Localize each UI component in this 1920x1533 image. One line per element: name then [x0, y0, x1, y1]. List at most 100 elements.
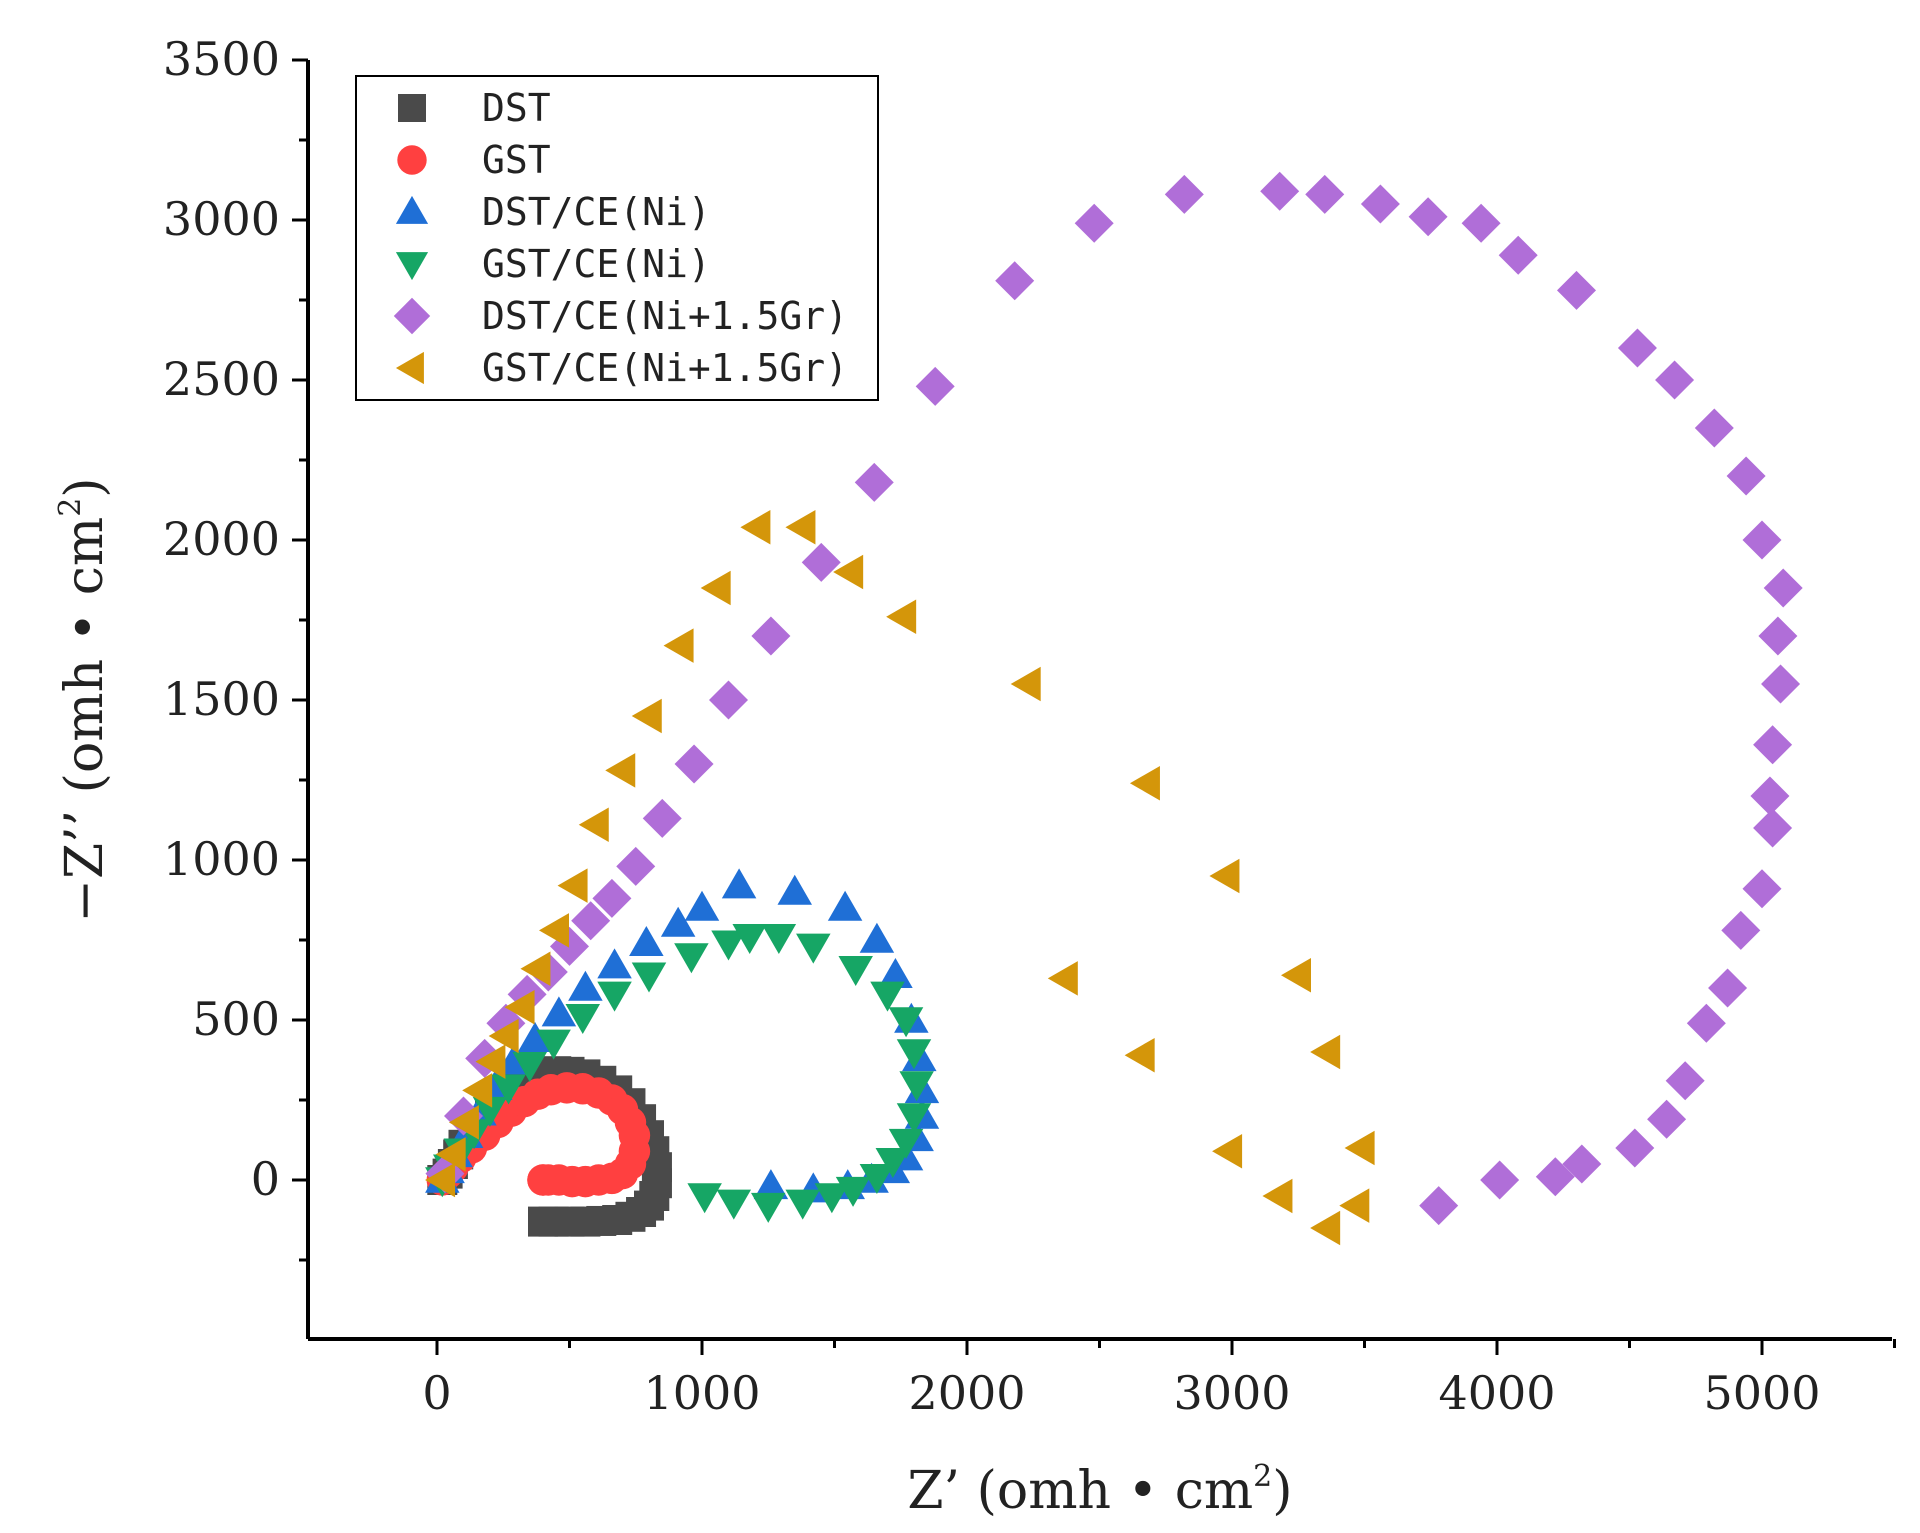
data-point	[751, 1192, 786, 1223]
data-point	[859, 922, 895, 953]
data-point	[1758, 616, 1798, 656]
y-tick-label: 2000	[163, 512, 280, 566]
y-tick-label: 2500	[163, 352, 280, 406]
data-point	[709, 680, 748, 720]
data-point	[888, 1128, 924, 1159]
x-tick-label: 2000	[908, 1366, 1025, 1420]
legend-box	[355, 75, 879, 401]
data-point	[896, 1039, 932, 1070]
data-point	[1615, 1128, 1655, 1168]
data-point	[597, 948, 632, 979]
x-tick-label: 3000	[1173, 1366, 1290, 1420]
data-point	[1617, 328, 1657, 368]
data-point	[684, 890, 720, 921]
data-point	[716, 1189, 752, 1220]
series-gst-ce-ni-1-5gr	[425, 509, 1375, 1246]
data-point	[1260, 171, 1300, 211]
data-points	[425, 171, 1803, 1246]
data-point	[1665, 1061, 1705, 1101]
data-point	[520, 951, 551, 987]
data-point	[578, 807, 609, 843]
data-point	[995, 261, 1035, 301]
data-point	[1742, 869, 1782, 909]
y-tick-label: 0	[251, 1152, 280, 1206]
data-point	[1419, 1186, 1459, 1226]
data-point	[631, 698, 662, 734]
data-point	[801, 542, 841, 582]
data-point	[896, 1103, 932, 1134]
data-point	[568, 970, 603, 1001]
legend-marker	[395, 252, 429, 281]
data-point	[838, 956, 873, 987]
data-point	[1535, 1157, 1575, 1197]
data-point	[674, 744, 714, 784]
data-point	[1694, 408, 1734, 448]
legend: DST GST DST/CE(Ni) GST/CE(Ni) DST/CE(Ni+1.5G…	[355, 75, 879, 401]
data-point	[1344, 1130, 1375, 1166]
y-tick-label: 1500	[163, 672, 280, 726]
data-point	[1408, 197, 1448, 237]
legend-marker	[395, 351, 424, 385]
data-point	[753, 1169, 789, 1200]
data-point	[751, 616, 791, 656]
data-point	[1742, 520, 1782, 560]
data-point	[1708, 968, 1748, 1008]
data-point	[616, 846, 656, 886]
data-point	[1655, 360, 1695, 400]
data-point	[1310, 1034, 1341, 1070]
data-point	[629, 925, 664, 956]
y-axis-title: −Z’’ (omh • cm2)	[53, 477, 115, 922]
legend-label: GST	[482, 138, 551, 182]
data-point	[1129, 765, 1160, 801]
data-point	[875, 1148, 911, 1179]
data-point	[435, 1137, 466, 1172]
legend-entry: DST/CE(Ni)	[395, 190, 711, 234]
data-point	[1761, 664, 1801, 704]
data-point	[536, 1029, 571, 1060]
data-point	[674, 943, 709, 974]
data-point	[1047, 961, 1078, 996]
data-point	[785, 1189, 820, 1220]
data-point	[859, 1164, 895, 1195]
data-point	[1209, 858, 1240, 894]
legend-marker	[398, 94, 426, 122]
x-axis-title-main: Z’ (omh • cm	[907, 1461, 1253, 1521]
data-point	[1480, 1160, 1520, 1200]
data-point	[597, 981, 632, 1012]
data-point	[539, 913, 569, 948]
data-point	[1753, 725, 1793, 765]
data-point	[504, 989, 535, 1025]
data-point	[1557, 270, 1596, 310]
tick-labels: 0 1000 2000 3000 4000 5000 0 500 1000 1500 2000 250…	[163, 32, 1821, 1420]
data-point	[1262, 1178, 1293, 1214]
x-axis-title-end: )	[1272, 1461, 1292, 1521]
data-point	[721, 868, 757, 899]
data-point	[557, 868, 588, 903]
data-point	[472, 1096, 508, 1127]
legend-label: GST/CE(Ni)	[482, 242, 711, 286]
data-point	[915, 366, 955, 406]
data-point	[660, 906, 696, 937]
data-point	[740, 509, 771, 545]
data-point	[1562, 1144, 1602, 1184]
legend-label: GST/CE(Ni+1.5Gr)	[482, 346, 848, 390]
data-point	[711, 930, 746, 961]
x-tick-label: 5000	[1703, 1366, 1820, 1420]
data-point	[1310, 1210, 1341, 1246]
data-point	[1647, 1099, 1687, 1139]
data-point	[1686, 1003, 1726, 1043]
legend-label: DST/CE(Ni)	[482, 190, 711, 234]
data-point	[491, 1074, 526, 1105]
data-point	[1281, 957, 1311, 993]
data-point	[1212, 1133, 1243, 1169]
data-point	[1124, 1037, 1155, 1073]
data-point	[899, 1071, 934, 1102]
y-tick-label: 500	[192, 992, 280, 1046]
legend-label: DST	[482, 86, 551, 130]
legend-entry: DST/CE(Ni+1.5Gr)	[393, 294, 848, 338]
data-point	[631, 962, 667, 993]
x-axis-title: Z’ (omh • cm2)	[907, 1459, 1292, 1521]
data-point	[1461, 203, 1501, 243]
data-point	[448, 1105, 479, 1140]
x-tick-label: 0	[422, 1366, 451, 1420]
